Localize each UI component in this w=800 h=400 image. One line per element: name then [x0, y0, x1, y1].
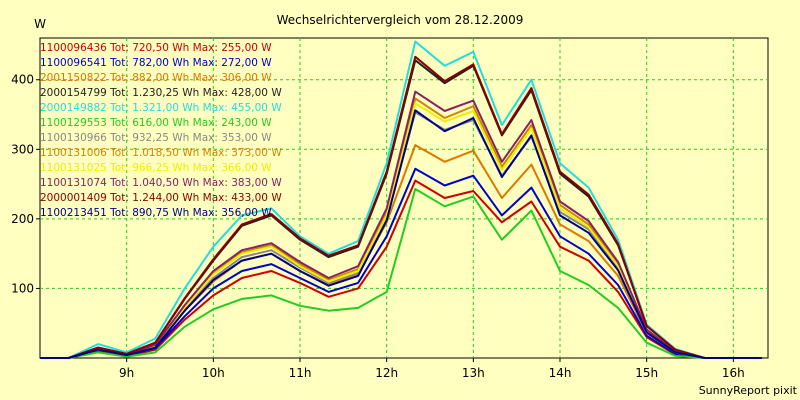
legend-entry-0: 1100096436 Tot: 720,50 Wh Max: 255,00 W [40, 42, 272, 54]
legend: 1100096436 Tot: 720,50 Wh Max: 255,00 W 1… [40, 42, 282, 219]
legend-entry-3: 2000154799 Tot: 1.230,25 Wh Max: 428,00 … [40, 87, 282, 99]
y-axis: 100 200 300 400 [11, 73, 40, 295]
legend-entry-2: 2001150822 Tot: 882,00 Wh Max: 306,00 W [40, 72, 272, 84]
legend-entry-5: 1100129553 Tot: 616,00 Wh Max: 243,00 W [40, 117, 272, 129]
legend-entry-8: 1100131025 Tot: 966,25 Wh Max: 366,00 W [40, 162, 272, 174]
x-tick-label-1: 10h [202, 366, 225, 380]
legend-entry-6: 1100130966 Tot: 932,25 Wh Max: 353,00 W [40, 132, 272, 144]
credit-label: SunnyReport pixit [699, 384, 798, 397]
grid [40, 38, 768, 358]
legend-entry-7: 1100131006 Tot: 1.018,50 Wh Max: 373,00 … [40, 147, 282, 159]
series-line-11 [40, 109, 762, 359]
legend-entry-1: 1100096541 Tot: 782,00 Wh Max: 272,00 W [40, 57, 272, 69]
legend-entry-4: 2000149882 Tot: 1.321,00 Wh Max: 455,00 … [40, 102, 282, 114]
x-tick-label-5: 14h [549, 366, 572, 380]
x-axis: 9h 10h 11h 12h 13h 14h 15h 16h [119, 358, 745, 380]
x-tick-label-0: 9h [119, 366, 134, 380]
y-tick-label-3: 400 [11, 73, 34, 87]
chart-title: Wechselrichtervergleich vom 28.12.2009 [277, 13, 524, 27]
x-tick-label-2: 11h [289, 366, 312, 380]
y-tick-label-0: 100 [11, 281, 34, 295]
x-tick-label-6: 15h [635, 366, 658, 380]
legend-entry-9: 1100131074 Tot: 1.040,50 Wh Max: 383,00 … [40, 177, 282, 189]
legend-entry-11: 1100213451 Tot: 890,75 Wh Max: 356,00 W [40, 207, 272, 219]
series-line-9 [40, 90, 762, 359]
y-tick-label-2: 300 [11, 142, 34, 156]
legend-entry-10: 2000001409 Tot: 1.244,00 Wh Max: 433,00 … [40, 192, 282, 204]
x-tick-label-4: 13h [462, 366, 485, 380]
series-line-10 [40, 55, 762, 359]
y-tick-label-1: 200 [11, 212, 34, 226]
plot-area [39, 37, 769, 359]
series-line-0 [40, 179, 762, 359]
x-tick-label-7: 16h [722, 366, 745, 380]
series-line-5 [40, 188, 762, 359]
y-axis-unit: W [34, 17, 46, 31]
plot-frame [39, 37, 769, 359]
x-tick-label-3: 12h [375, 366, 398, 380]
series-layer [40, 40, 762, 359]
